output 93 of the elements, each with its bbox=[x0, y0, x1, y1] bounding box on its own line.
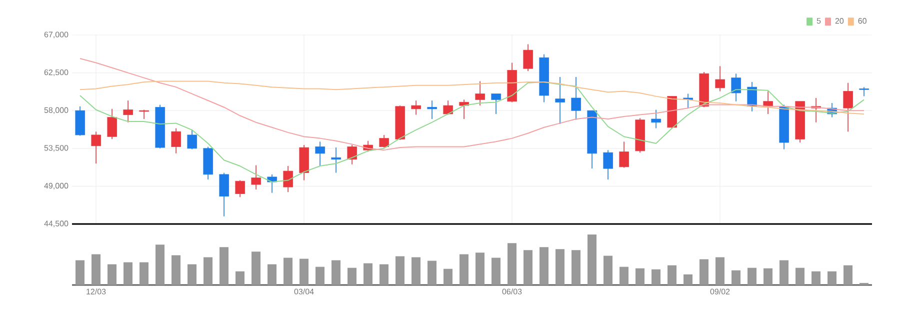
bar bbox=[172, 255, 181, 285]
bar bbox=[604, 256, 612, 285]
bar bbox=[380, 264, 389, 285]
candlestick bbox=[251, 164, 262, 190]
y-tick-label: 67,000 bbox=[44, 32, 68, 38]
bar bbox=[140, 262, 149, 285]
bar bbox=[731, 270, 740, 285]
bar bbox=[396, 256, 405, 285]
bar bbox=[763, 268, 772, 285]
candlestick bbox=[555, 76, 565, 124]
candlestick bbox=[347, 144, 358, 165]
legend-label: 5 bbox=[816, 18, 821, 24]
bar bbox=[620, 266, 628, 285]
candlestick bbox=[379, 134, 390, 148]
legend-label: 20 bbox=[835, 18, 844, 24]
bar bbox=[444, 268, 452, 285]
candlestick bbox=[714, 66, 725, 92]
bar bbox=[412, 257, 421, 285]
bar bbox=[587, 234, 596, 285]
candlestick bbox=[283, 166, 294, 192]
bar bbox=[667, 265, 676, 285]
bar bbox=[364, 263, 373, 285]
bar bbox=[635, 268, 644, 285]
x-tick-label: 06/03 bbox=[502, 288, 522, 294]
bar bbox=[715, 257, 724, 285]
bar bbox=[540, 247, 548, 285]
bar bbox=[747, 268, 756, 285]
bar bbox=[108, 264, 117, 285]
candlestick bbox=[411, 100, 421, 116]
bar bbox=[76, 260, 85, 285]
bar bbox=[460, 254, 468, 285]
candlestick bbox=[427, 100, 438, 120]
candlestick bbox=[858, 86, 869, 97]
candlestick bbox=[491, 93, 501, 114]
bar bbox=[651, 269, 660, 285]
bar bbox=[188, 264, 197, 285]
bar bbox=[811, 271, 820, 285]
legend-label: 60 bbox=[858, 18, 866, 24]
bar bbox=[843, 265, 852, 285]
bar bbox=[683, 274, 692, 285]
bar bbox=[348, 268, 357, 285]
candlestick bbox=[523, 44, 533, 72]
candlestick bbox=[475, 80, 485, 106]
bar bbox=[572, 250, 580, 285]
x-tick-label: 09/02 bbox=[710, 288, 730, 294]
bar bbox=[204, 257, 213, 285]
candlestick bbox=[651, 109, 661, 129]
bar bbox=[508, 243, 516, 285]
candlestick bbox=[443, 100, 454, 116]
bar bbox=[827, 271, 836, 285]
y-tick-label: 62,500 bbox=[44, 69, 68, 76]
bar bbox=[556, 249, 564, 285]
candlestick bbox=[123, 100, 134, 123]
candlestick bbox=[603, 150, 613, 180]
candlestick bbox=[618, 141, 629, 168]
bar bbox=[476, 252, 485, 285]
bar bbox=[284, 258, 293, 285]
bar bbox=[124, 262, 133, 285]
candlestick bbox=[139, 109, 150, 120]
candlestick bbox=[219, 172, 230, 217]
bar bbox=[252, 252, 261, 285]
bar bbox=[795, 268, 804, 285]
candlestick bbox=[171, 128, 182, 154]
candlestick bbox=[842, 82, 853, 132]
x-tick-label: 03/04 bbox=[294, 288, 314, 294]
y-tick-label: 49,000 bbox=[44, 182, 68, 190]
y-tick-label: 44,500 bbox=[44, 220, 68, 228]
bar bbox=[156, 244, 165, 285]
candlestick bbox=[571, 76, 581, 120]
bar bbox=[316, 266, 325, 285]
candlestick bbox=[730, 73, 741, 102]
bar bbox=[492, 258, 500, 285]
candlestick bbox=[315, 141, 326, 166]
candlestick bbox=[187, 130, 198, 150]
bar bbox=[699, 259, 708, 285]
candlestick bbox=[91, 131, 102, 164]
bar bbox=[300, 258, 309, 285]
bar bbox=[268, 264, 277, 285]
bar bbox=[779, 260, 788, 285]
candlestick bbox=[459, 99, 469, 120]
bar bbox=[220, 247, 229, 285]
candlestick bbox=[107, 108, 118, 140]
y-tick-label: 53,500 bbox=[44, 145, 68, 152]
candlestick bbox=[762, 90, 773, 114]
bar bbox=[236, 271, 245, 285]
y-tick-label: 58,000 bbox=[44, 107, 68, 114]
candlestick bbox=[331, 147, 342, 174]
candlestick bbox=[235, 180, 246, 198]
bar bbox=[428, 260, 436, 285]
bar bbox=[524, 250, 532, 285]
bar bbox=[92, 254, 101, 285]
x-tick-label: 12/03 bbox=[86, 288, 106, 294]
bar bbox=[332, 260, 341, 285]
